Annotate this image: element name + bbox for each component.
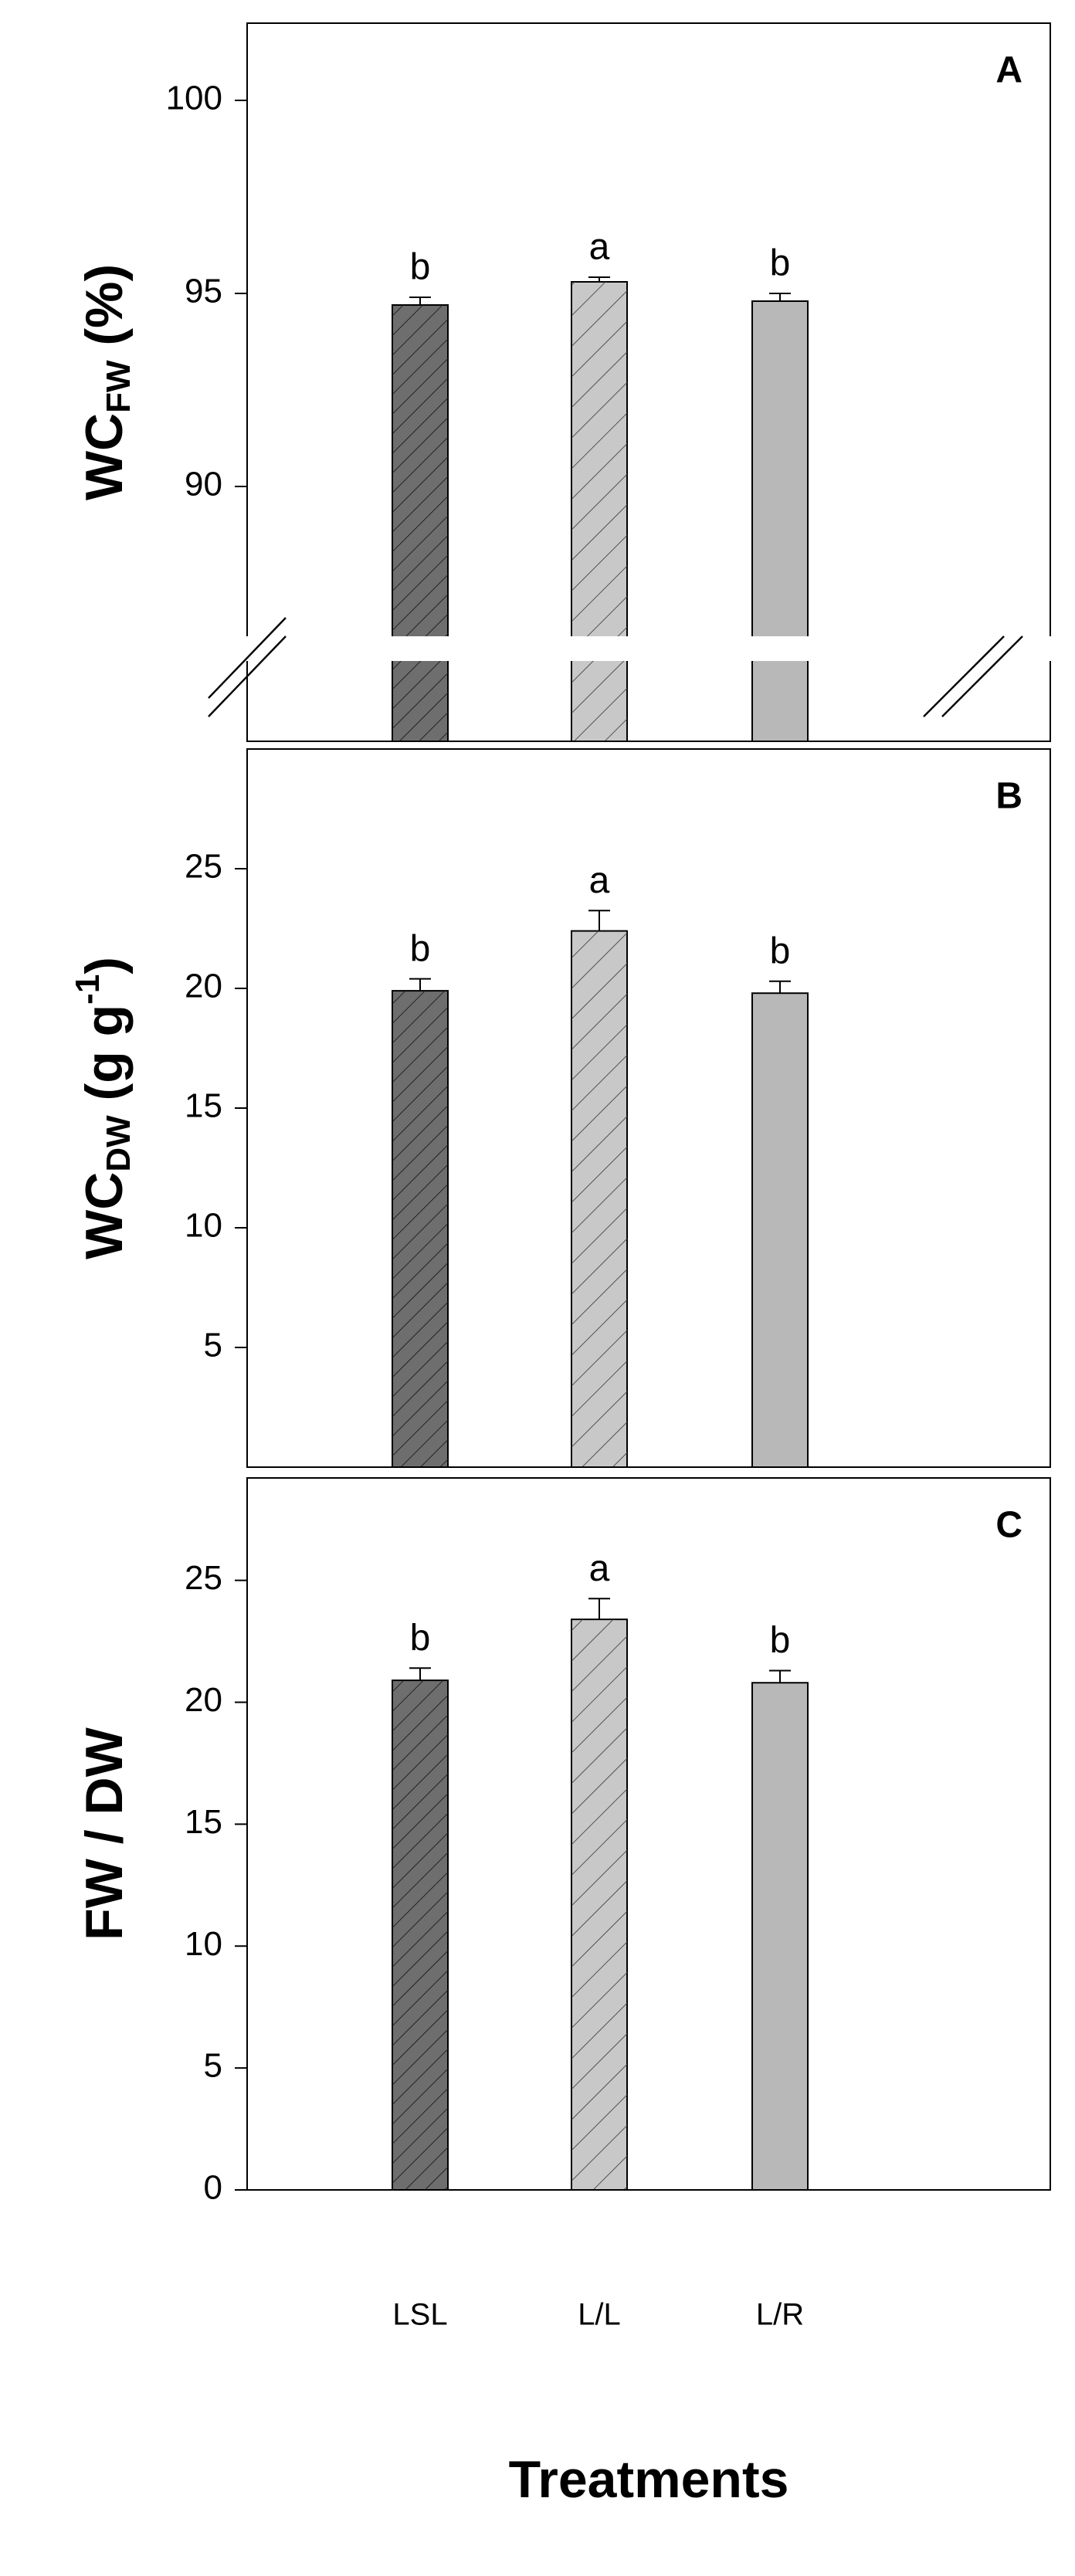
break-mark (208, 636, 287, 717)
x-tick-label: LSL (392, 2298, 447, 2332)
y-tick-label: 20 (185, 968, 222, 1005)
panel-label: C (995, 1505, 1022, 1546)
y-tick-label: 5 (204, 2047, 222, 2085)
bar (751, 300, 809, 742)
bar-hatch (571, 282, 627, 741)
significance-label: b (410, 1618, 431, 1659)
y-axis-label-part: FW (100, 360, 137, 413)
plot-frame (246, 22, 1051, 742)
y-axis-label-part: (%) (75, 264, 134, 361)
bar-hatch (392, 305, 448, 741)
significance-label: b (410, 247, 431, 288)
axis-break (371, 636, 834, 661)
plot-frame (246, 748, 1051, 1468)
plot-frame (246, 1477, 1051, 2191)
x-tick-label: L/R (756, 2298, 804, 2332)
significance-label: b (770, 243, 791, 284)
y-axis-label-part: DW (100, 1115, 137, 1172)
y-axis-label: FW / DW (75, 1727, 134, 1940)
y-tick-label: 10 (185, 1925, 222, 1963)
y-tick-label: 25 (185, 1559, 222, 1597)
bar-hatch (571, 1619, 627, 2190)
panel-label: B (995, 776, 1022, 817)
bar (751, 1682, 809, 2191)
significance-label: b (770, 930, 791, 971)
bar-hatch (571, 930, 627, 1467)
significance-label: b (410, 928, 431, 969)
y-tick-label: 15 (185, 1087, 222, 1125)
y-tick-label: 5 (204, 1327, 222, 1364)
panel-label: A (995, 50, 1022, 91)
y-axis-label: WCDW (g g-1) (69, 957, 137, 1259)
significance-label: a (589, 1548, 610, 1589)
bar (751, 992, 809, 1468)
y-tick-label: 15 (185, 1803, 222, 1841)
y-tick-label: 95 (185, 273, 222, 310)
x-tick-label: L/L (578, 2298, 621, 2332)
significance-label: a (589, 227, 610, 268)
break-mark (923, 636, 1005, 717)
bar-hatch (392, 1680, 448, 2190)
y-tick-label: 25 (185, 848, 222, 886)
y-axis-label: WCFW (%) (75, 264, 137, 500)
y-tick-label: 90 (185, 466, 222, 503)
y-tick-label: 0 (204, 2169, 222, 2207)
y-tick-label: 100 (166, 80, 222, 117)
axis-break-right (1035, 636, 1066, 661)
y-axis-label-part: WC (75, 1172, 134, 1259)
y-axis-label-part: ) (75, 957, 134, 974)
y-axis-label-part: -1 (69, 974, 107, 1005)
y-tick-label: 10 (185, 1207, 222, 1245)
y-axis-label-part: FW / DW (75, 1727, 134, 1940)
break-mark (941, 636, 1023, 717)
y-tick-label: 20 (185, 1681, 222, 1719)
significance-label: a (589, 860, 610, 901)
y-axis-label-part: (g g (75, 1005, 134, 1116)
x-axis-label: Treatments (509, 2450, 789, 2509)
significance-label: b (770, 1620, 791, 1661)
y-axis-label-part: WC (75, 413, 134, 500)
break-mark (208, 617, 287, 699)
bar-hatch (392, 991, 448, 1467)
